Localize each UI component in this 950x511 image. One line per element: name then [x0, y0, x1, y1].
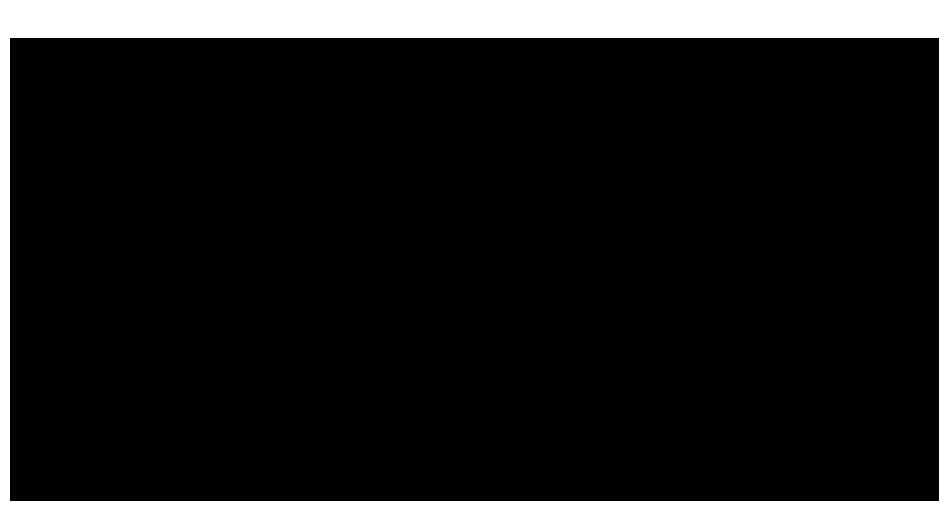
wordcloud-svg	[10, 38, 939, 501]
wordcloud-canvas	[10, 38, 939, 501]
